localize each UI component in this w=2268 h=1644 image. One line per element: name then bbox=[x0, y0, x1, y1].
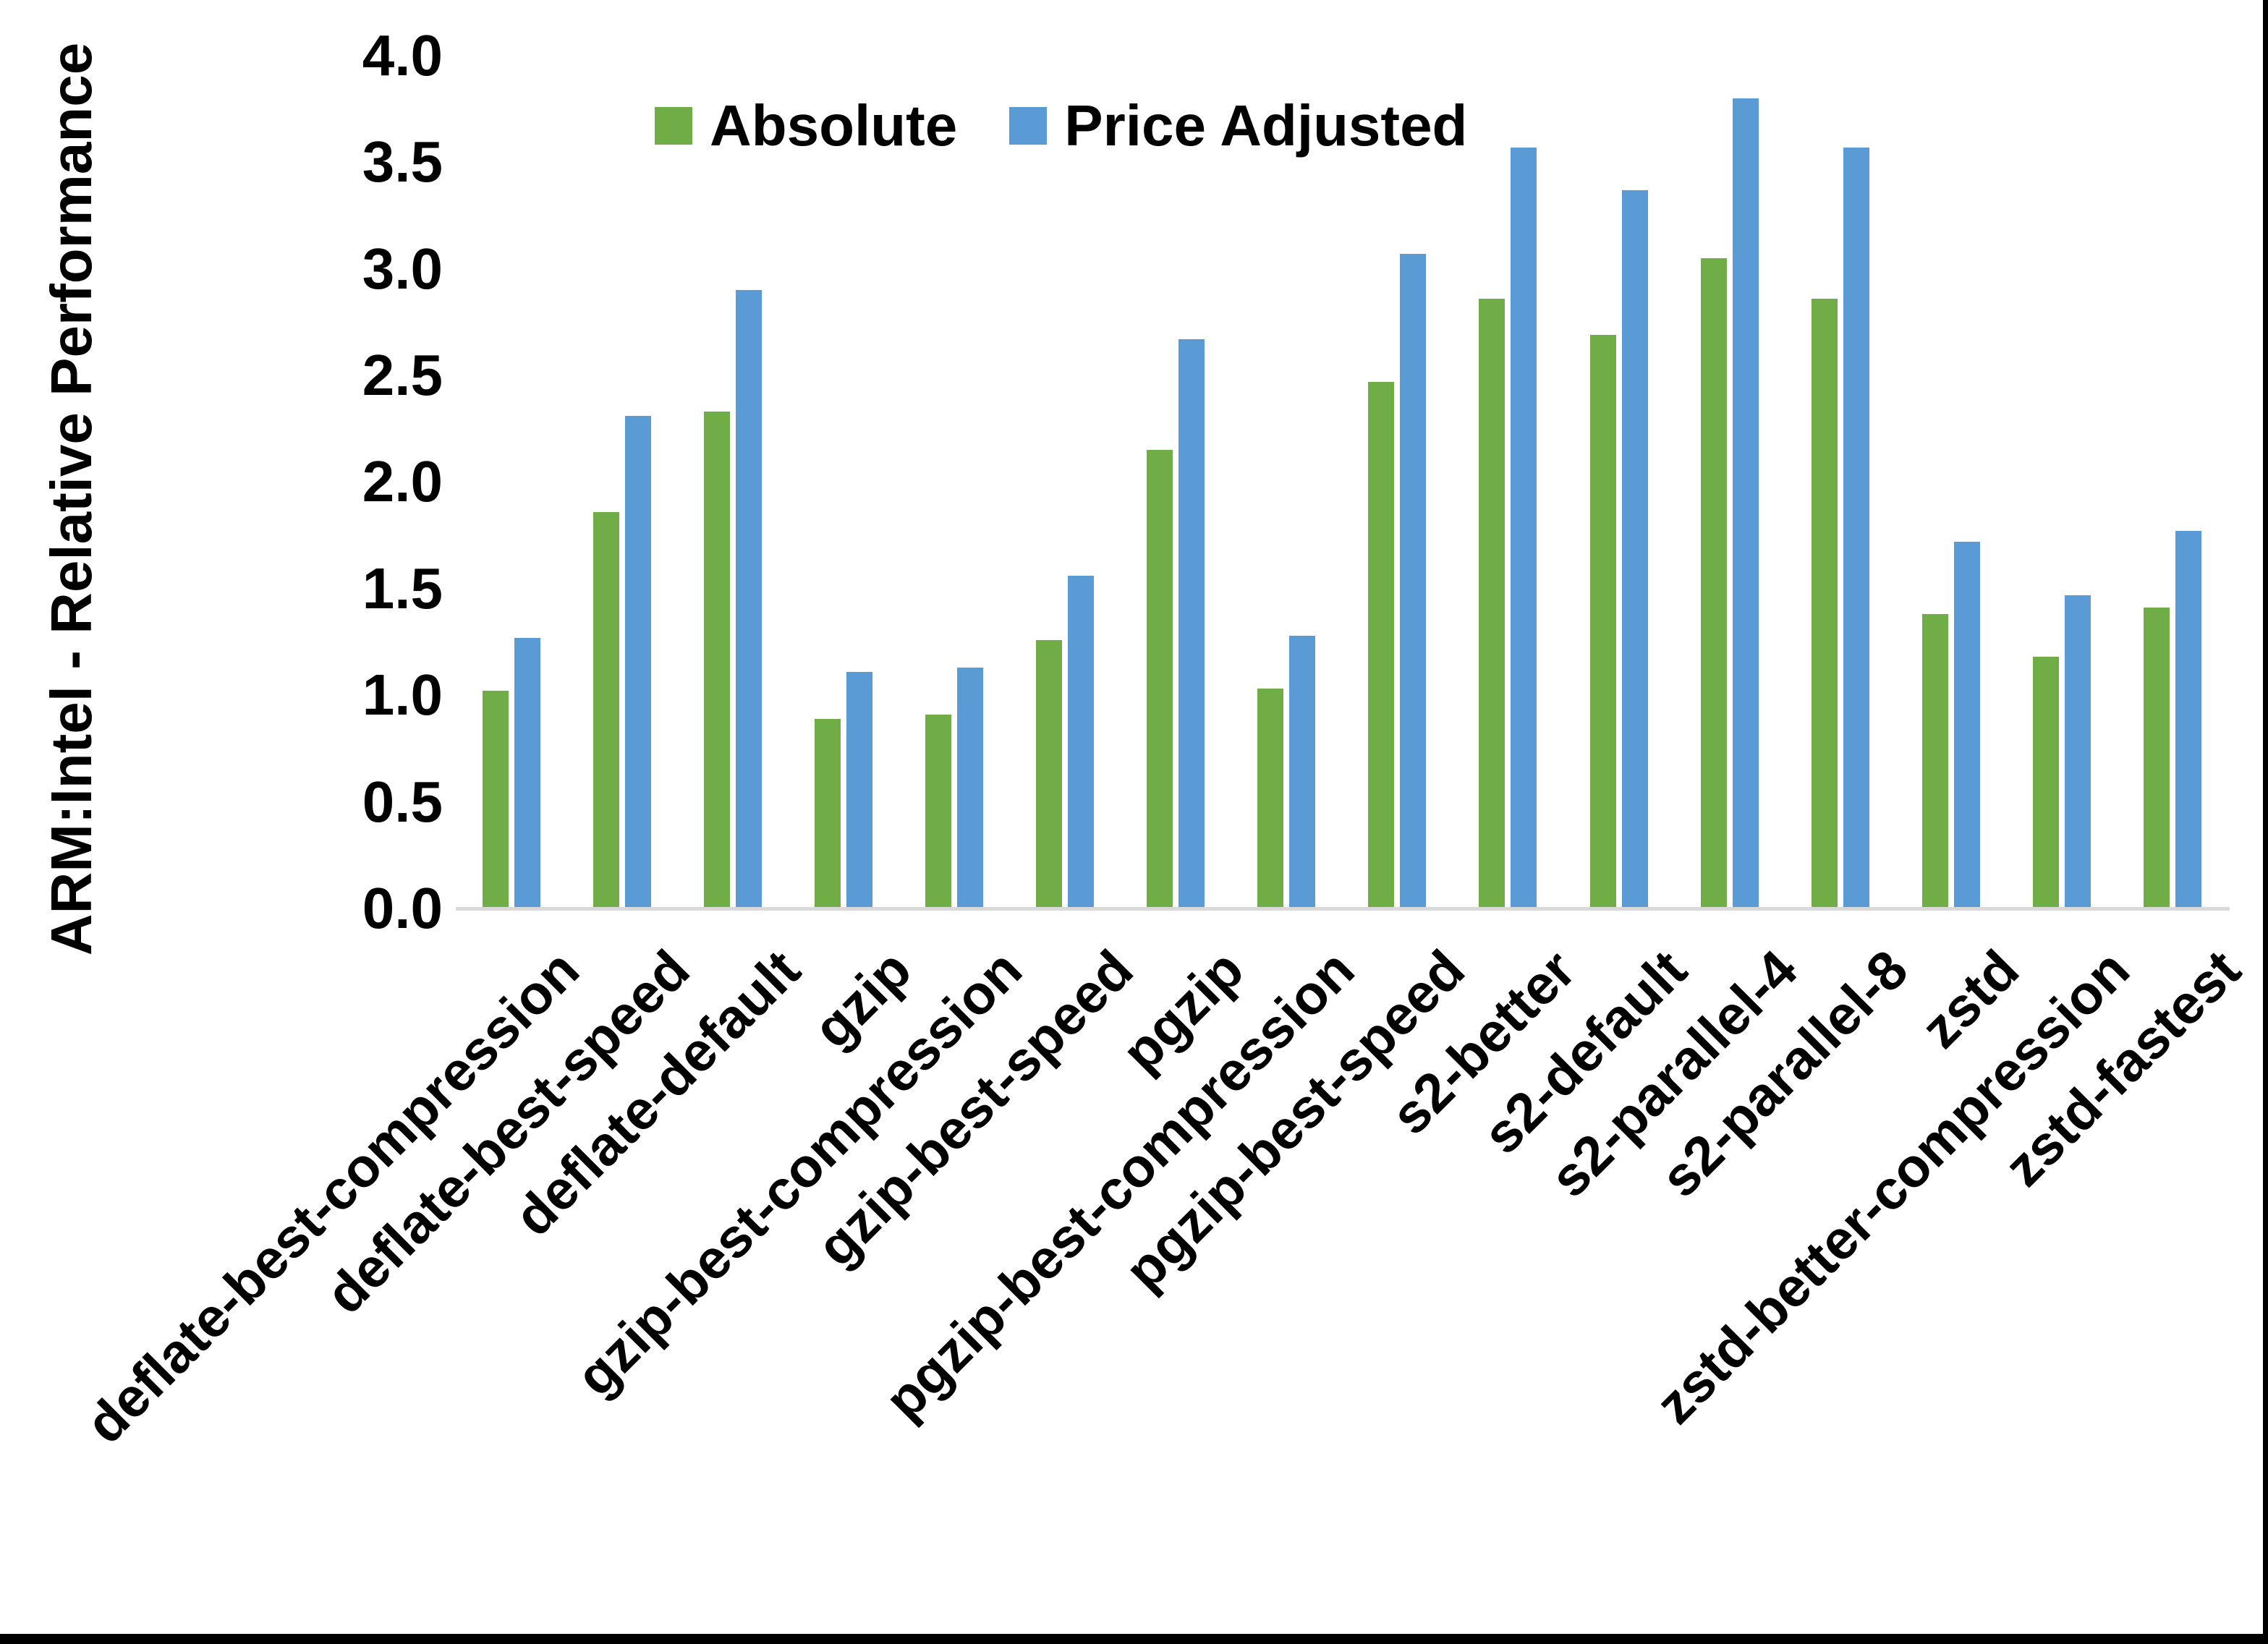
bar-absolute-deflate-best-speed bbox=[593, 512, 619, 908]
bar-price-adjusted-deflate-best-compression bbox=[514, 638, 540, 908]
bar-absolute-zstd-fastest bbox=[2144, 608, 2170, 908]
bar-absolute-s2-default bbox=[1589, 335, 1616, 908]
legend-entry-absolute: Absolute bbox=[655, 93, 957, 159]
bar-absolute-gzip bbox=[814, 719, 841, 908]
bar-absolute-deflate-default bbox=[703, 412, 730, 908]
bar-absolute-zstd-better-compression bbox=[2032, 657, 2059, 908]
legend-swatch-price-adjusted bbox=[1009, 107, 1048, 145]
bar-price-adjusted-pgzip bbox=[1178, 339, 1205, 908]
bar-absolute-gzip-best-compression bbox=[925, 715, 951, 908]
bar-price-adjusted-gzip-best-compression bbox=[956, 668, 983, 908]
y-tick-label: 3.0 bbox=[362, 236, 443, 301]
bar-absolute-s2-parallel-8 bbox=[1811, 299, 1838, 908]
bar-price-adjusted-zstd bbox=[1953, 542, 1980, 908]
bar-absolute-s2-parallel-4 bbox=[1700, 258, 1727, 908]
bar-price-adjusted-gzip bbox=[846, 672, 872, 908]
x-axis-line bbox=[456, 907, 2230, 911]
bar-price-adjusted-s2-better bbox=[1511, 148, 1537, 908]
frame-bottom-border bbox=[0, 1634, 2268, 1644]
y-tick-label: 0.0 bbox=[362, 876, 443, 940]
bar-absolute-zstd bbox=[1921, 614, 1948, 908]
y-axis-title: ARM:Intel - Relative Performance bbox=[39, 42, 103, 956]
bar-price-adjusted-zstd-better-compression bbox=[2064, 595, 2091, 908]
bar-price-adjusted-deflate-default bbox=[735, 290, 762, 908]
y-tick-label: 3.5 bbox=[362, 129, 443, 195]
legend-swatch-absolute bbox=[655, 107, 692, 145]
bar-price-adjusted-zstd-fastest bbox=[2175, 531, 2201, 908]
bar-price-adjusted-pgzip-best-compression bbox=[1289, 636, 1316, 908]
bar-absolute-deflate-best-compression bbox=[482, 691, 509, 908]
bar-price-adjusted-gzip-best-speed bbox=[1068, 576, 1094, 908]
bar-price-adjusted-deflate-best-speed bbox=[624, 416, 651, 908]
bar-price-adjusted-s2-default bbox=[1621, 190, 1648, 908]
legend-label-absolute: Absolute bbox=[710, 93, 958, 158]
legend-label-price-adjusted: Price Adjusted bbox=[1064, 93, 1468, 158]
y-tick-label: 1.0 bbox=[362, 663, 443, 728]
y-tick-label: 2.5 bbox=[362, 343, 443, 407]
legend-entry-price-adjusted: Price Adjusted bbox=[1009, 93, 1467, 159]
bar-price-adjusted-s2-parallel-8 bbox=[1843, 148, 1869, 908]
bar-price-adjusted-pgzip-best-speed bbox=[1400, 254, 1427, 908]
bar-price-adjusted-s2-parallel-4 bbox=[1732, 98, 1759, 908]
bar-absolute-pgzip-best-speed bbox=[1368, 382, 1395, 908]
y-tick-label: 2.0 bbox=[362, 449, 443, 514]
bar-absolute-s2-better bbox=[1479, 299, 1505, 908]
frame-right-border bbox=[2263, 0, 2268, 1644]
bar-absolute-pgzip-best-compression bbox=[1257, 689, 1284, 908]
y-tick-label: 1.5 bbox=[362, 555, 443, 621]
bar-absolute-gzip-best-speed bbox=[1036, 640, 1062, 908]
legend: Absolute Price Adjusted bbox=[655, 93, 1467, 159]
bar-absolute-pgzip bbox=[1147, 450, 1173, 908]
y-tick-label: 4.0 bbox=[362, 22, 443, 88]
y-tick-label: 0.5 bbox=[362, 769, 443, 834]
